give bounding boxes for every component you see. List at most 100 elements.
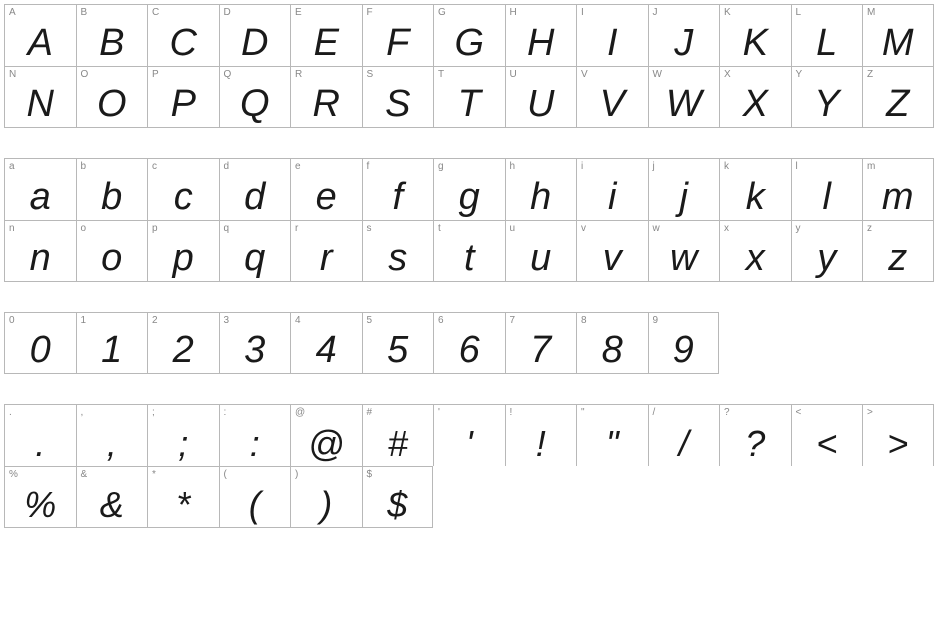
glyph-display: Y [792, 85, 863, 123]
glyph-display: c [148, 178, 219, 216]
glyph-label: F [367, 7, 373, 18]
glyph-cell: 88 [576, 312, 648, 374]
glyph-cell: 00 [4, 312, 76, 374]
glyph-display: g [434, 178, 505, 216]
glyph-label: ? [724, 407, 730, 418]
glyph-display: ' [434, 426, 505, 462]
glyph-cell: << [791, 404, 863, 466]
glyph-cell: ,, [76, 404, 148, 466]
glyph-display: ; [148, 426, 219, 462]
glyph-display: E [291, 24, 362, 62]
glyph-cell: ii [576, 158, 648, 220]
glyph-row: AABBCCDDEEFFGGHHIIJJKKLLMM [4, 4, 934, 66]
glyph-label: , [81, 407, 84, 418]
glyph-display: @ [291, 426, 362, 462]
glyph-display: 2 [148, 331, 219, 369]
glyph-display: V [577, 85, 648, 123]
glyph-cell: NN [4, 66, 76, 128]
glyph-cell: TT [433, 66, 505, 128]
glyph-label: J [653, 7, 658, 18]
glyph-label: * [152, 469, 156, 480]
glyph-cell: ** [147, 466, 219, 528]
glyph-cell: FF [362, 4, 434, 66]
glyph-display: 6 [434, 331, 505, 369]
glyph-display: & [77, 487, 148, 523]
glyph-display: s [363, 239, 434, 277]
glyph-display: H [506, 24, 577, 62]
glyph-cell: PP [147, 66, 219, 128]
glyph-label: " [581, 407, 585, 418]
glyph-label: m [867, 161, 875, 172]
glyph-cell: !! [505, 404, 577, 466]
glyph-cell: ww [648, 220, 720, 282]
glyph-cell: XX [719, 66, 791, 128]
glyph-label: b [81, 161, 87, 172]
glyph-cell: CC [147, 4, 219, 66]
glyph-display: l [792, 178, 863, 216]
glyph-display: F [363, 24, 434, 62]
glyph-display: ) [291, 487, 362, 523]
glyph-group-symbols: ..,,;;::@@##''!!""//??<<>>%%&&**(())$$ [4, 404, 934, 528]
glyph-display: w [649, 239, 720, 277]
glyph-cell: 11 [76, 312, 148, 374]
glyph-cell: JJ [648, 4, 720, 66]
glyph-cell: hh [505, 158, 577, 220]
glyph-cell: VV [576, 66, 648, 128]
glyph-display: G [434, 24, 505, 62]
glyph-cell: pp [147, 220, 219, 282]
glyph-display: m [863, 178, 933, 216]
glyph-label: I [581, 7, 584, 18]
glyph-display: O [77, 85, 148, 123]
glyph-label: n [9, 223, 15, 234]
glyph-label: > [867, 407, 873, 418]
glyph-cell: YY [791, 66, 863, 128]
glyph-cell: %% [4, 466, 76, 528]
glyph-display: e [291, 178, 362, 216]
glyph-label: a [9, 161, 15, 172]
glyph-label: K [724, 7, 731, 18]
glyph-cell: ss [362, 220, 434, 282]
glyph-display: ( [220, 487, 291, 523]
glyph-cell: MM [862, 4, 934, 66]
glyph-cell: 22 [147, 312, 219, 374]
glyph-label: l [796, 161, 798, 172]
glyph-label: ( [224, 469, 227, 480]
glyph-label: M [867, 7, 875, 18]
glyph-label: D [224, 7, 231, 18]
glyph-cell: QQ [219, 66, 291, 128]
glyph-label: E [295, 7, 302, 18]
glyph-cell: 44 [290, 312, 362, 374]
glyph-cell: DD [219, 4, 291, 66]
glyph-label: ; [152, 407, 155, 418]
glyph-label: ) [295, 469, 298, 480]
glyph-label: N [9, 69, 16, 80]
glyph-row: ..,,;;::@@##''!!""//??<<>> [4, 404, 934, 466]
glyph-label: Q [224, 69, 232, 80]
glyph-display: < [792, 426, 863, 462]
glyph-label: ! [510, 407, 513, 418]
glyph-row: %%&&**(())$$ [4, 466, 934, 528]
glyph-display: j [649, 178, 720, 216]
glyph-display: > [863, 426, 933, 462]
glyph-label: P [152, 69, 159, 80]
glyph-cell: // [648, 404, 720, 466]
glyph-cell: jj [648, 158, 720, 220]
glyph-display: o [77, 239, 148, 277]
glyph-display: x [720, 239, 791, 277]
glyph-cell: && [76, 466, 148, 528]
glyph-cell: 33 [219, 312, 291, 374]
glyph-label: 1 [81, 315, 87, 326]
glyph-cell: ZZ [862, 66, 934, 128]
glyph-label: q [224, 223, 230, 234]
glyph-cell: GG [433, 4, 505, 66]
glyph-display: h [506, 178, 577, 216]
glyph-display: / [649, 426, 720, 462]
glyph-display: 5 [363, 331, 434, 369]
glyph-label: 5 [367, 315, 373, 326]
glyph-cell: zz [862, 220, 934, 282]
glyph-cell: II [576, 4, 648, 66]
glyph-label: / [653, 407, 656, 418]
glyph-label: g [438, 161, 444, 172]
glyph-display: : [220, 426, 291, 462]
glyph-display: f [363, 178, 434, 216]
